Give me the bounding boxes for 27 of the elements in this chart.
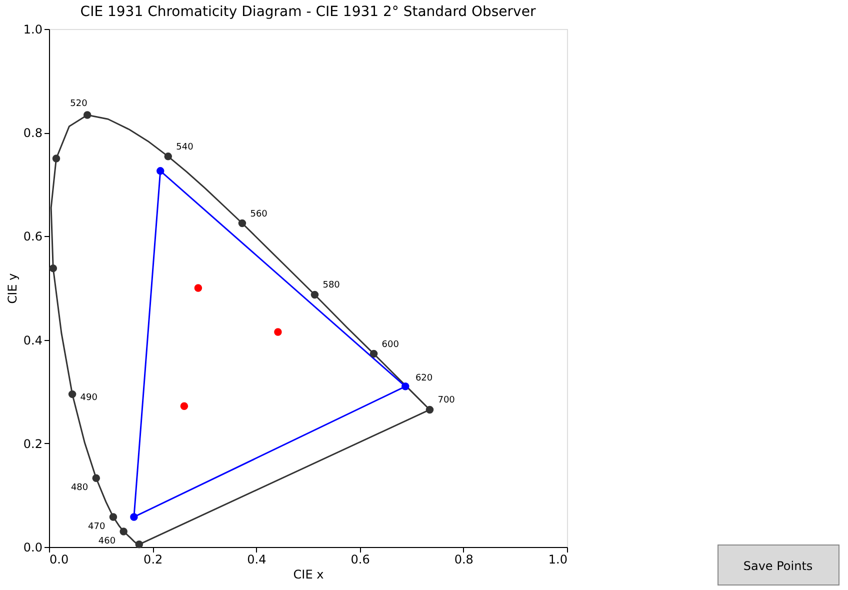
x-axis-title: CIE x (293, 568, 324, 582)
x-tick-label: 0.0 (50, 552, 69, 566)
y-tick-label: 0.2 (23, 436, 42, 451)
y-tick-label: 0.8 (23, 126, 42, 140)
x-tick-label: 0.6 (350, 552, 370, 566)
annotation: 470 (88, 522, 106, 532)
annotation: 480 (70, 483, 88, 494)
x-tick-label: 0.2 (144, 552, 163, 566)
x-tick-label: 0.8 (454, 552, 474, 566)
annotation: 580 (322, 280, 340, 291)
y-tick-label: 0.4 (23, 333, 42, 348)
annotation: 460 (98, 536, 116, 546)
x-tick-label: 0.4 (247, 552, 266, 566)
annotation: 600 (382, 340, 400, 350)
y-tick-label: 1.0 (23, 22, 42, 36)
text: Save Points (743, 559, 813, 573)
x-tick-label: 1.0 (548, 552, 568, 566)
y-tick-label: 0.0 (23, 540, 42, 554)
y-tick-label: 0.6 (23, 230, 42, 244)
annotation: 520 (70, 98, 88, 109)
annotation: 560 (250, 209, 268, 220)
annotation: 540 (176, 142, 194, 152)
y-axis-title: CIE y (5, 273, 20, 304)
annotation: 700 (438, 396, 456, 406)
annotation: 490 (80, 393, 98, 404)
annotation: 620 (415, 373, 433, 384)
chart-title: CIE 1931 Chromaticity Diagram - CIE 1931 2° Standard Observer (80, 4, 536, 20)
